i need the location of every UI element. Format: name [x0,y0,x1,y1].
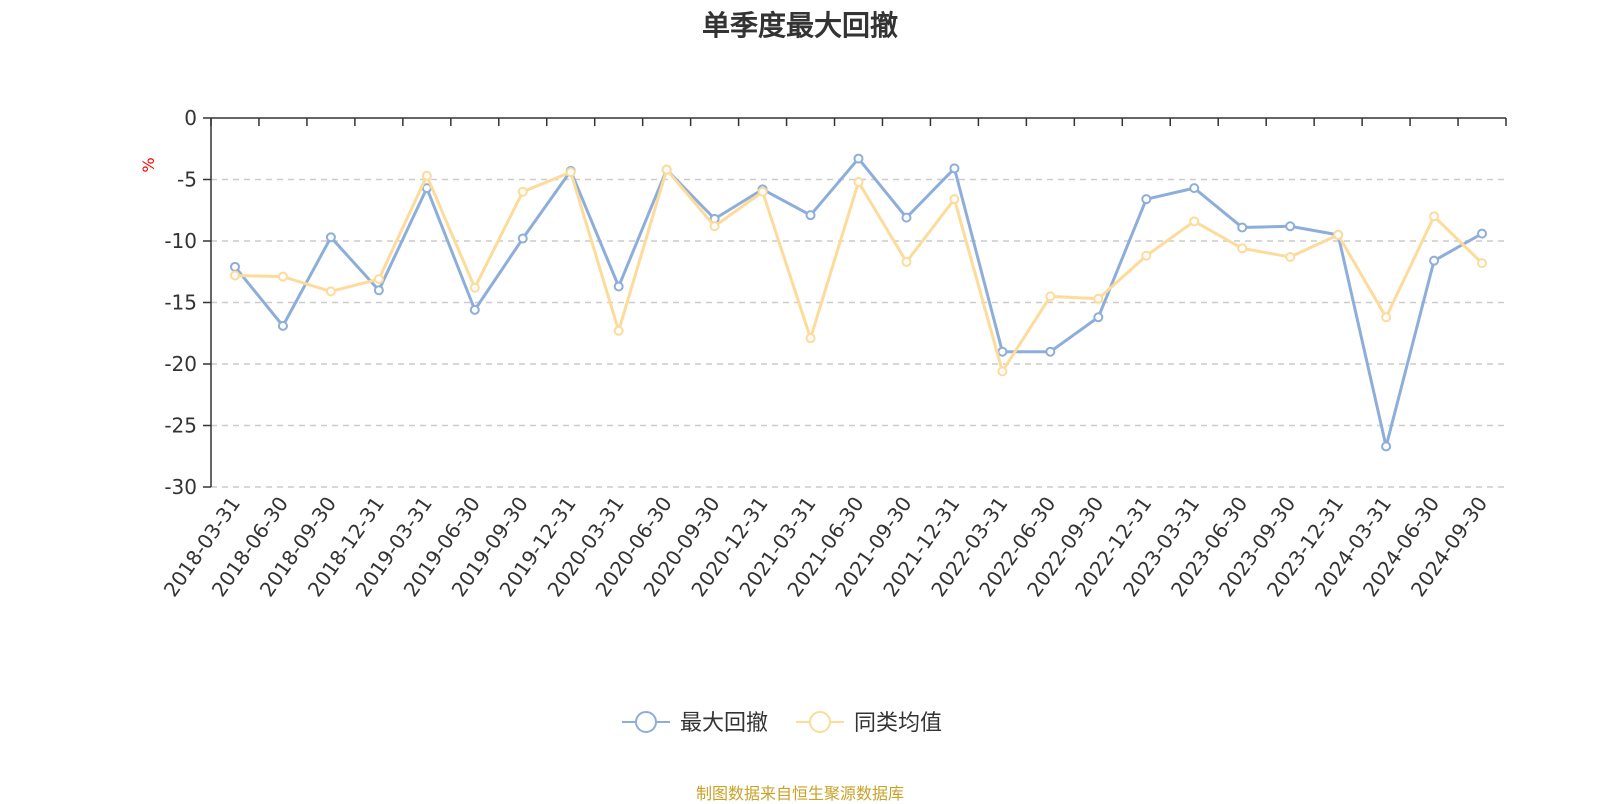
legend: 最大回撤 同类均值 [622,711,942,736]
data-point [1141,194,1152,205]
data-point [949,194,960,205]
data-point [1189,183,1200,194]
data-point [1381,312,1392,323]
y-tick-label: -5 [177,168,197,192]
data-point [229,270,240,281]
data-point [661,164,672,175]
legend-label: 同类均值 [854,711,942,736]
data-point [1189,216,1200,227]
y-tick-label: -30 [164,475,197,499]
axes: 0-5-10-15-20-25-302018-03-312018-06-3020… [159,106,1507,601]
data-point [469,282,480,293]
data-point [1093,312,1104,323]
data-point [373,285,384,296]
grid-lines [211,178,1506,488]
data-point [1237,222,1248,233]
y-tick-label: 0 [184,106,197,130]
data-point [1477,228,1488,239]
y-tick-label: -20 [164,352,197,376]
data-point [1093,293,1104,304]
source-note: 制图数据来自恒生聚源数据库 [695,784,904,803]
data-point [613,281,624,292]
data-point [373,274,384,285]
data-point [1237,243,1248,254]
data-point [901,212,912,223]
series-lines [229,153,1488,452]
data-point [1381,441,1392,452]
legend-item-1: 最大回撤 [622,711,768,736]
data-point [565,167,576,178]
y-tick-label: -15 [164,291,197,315]
y-tick-label: -25 [164,414,197,438]
data-point [517,186,528,197]
data-point [1045,291,1056,302]
legend-marker [809,711,831,733]
line-chart: 0-5-10-15-20-25-302018-03-312018-06-3020… [139,106,1507,736]
data-point [613,325,624,336]
series-2 [229,164,1488,377]
data-point [1429,255,1440,266]
data-point [757,186,768,197]
data-point [1285,221,1296,232]
data-point [805,333,816,344]
data-point [853,153,864,164]
legend-item-2: 同类均值 [796,711,942,736]
data-point [1285,251,1296,262]
data-point [421,170,432,181]
data-point [1333,229,1344,240]
data-point [1141,250,1152,261]
data-point [997,366,1008,377]
data-point [229,261,240,272]
y-axis-label: % [139,157,158,172]
data-point [949,163,960,174]
data-point [853,176,864,187]
series-1 [229,153,1488,452]
data-point [901,256,912,267]
data-point [1429,211,1440,222]
data-point [1045,346,1056,357]
data-point [997,346,1008,357]
data-point [469,304,480,315]
chart-title: 单季度最大回撤 [701,9,898,42]
data-point [277,320,288,331]
legend-marker [635,711,657,733]
y-tick-label: -10 [164,229,197,253]
data-point [325,286,336,297]
data-point [517,233,528,244]
data-point [1477,258,1488,269]
data-point [709,221,720,232]
data-point [277,271,288,282]
data-point [805,210,816,221]
data-point [325,232,336,243]
legend-label: 最大回撤 [680,711,768,736]
